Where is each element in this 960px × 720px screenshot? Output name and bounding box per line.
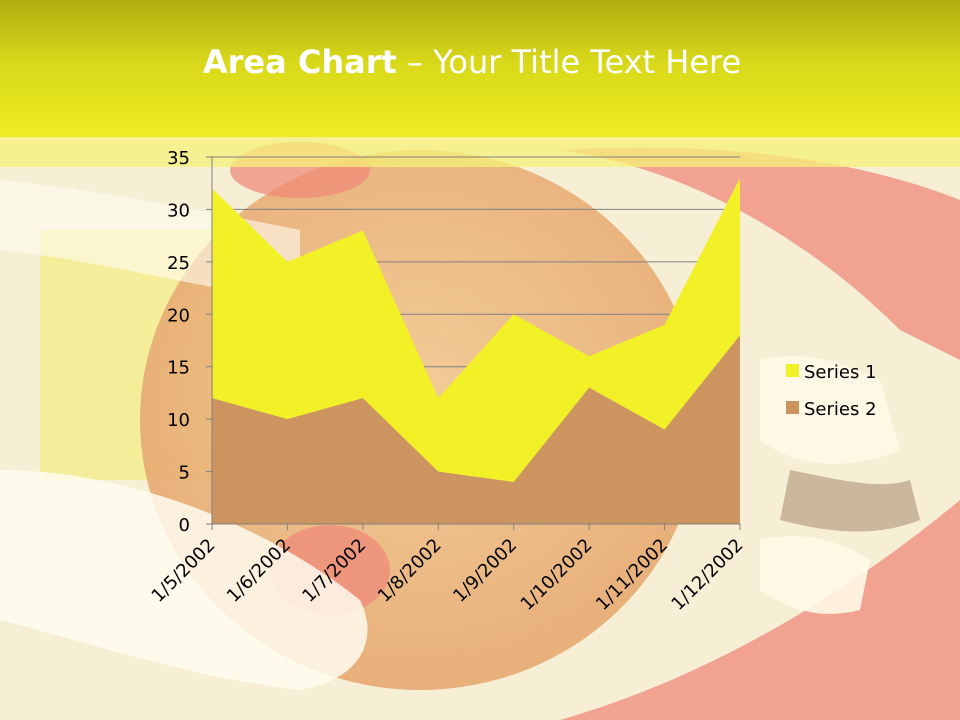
series-2-area — [212, 335, 740, 524]
x-tick-label: 1/7/2002 — [298, 535, 370, 607]
series-1-area — [212, 177, 740, 483]
y-tick-label: 25 — [167, 253, 190, 274]
x-tick-label: 1/11/2002 — [592, 535, 672, 615]
y-tick-label: 20 — [167, 305, 190, 326]
y-tick-label: 0 — [179, 515, 190, 536]
y-tick-label: 35 — [167, 148, 190, 169]
x-tick-label: 1/9/2002 — [449, 535, 521, 607]
slide-title-rest: – Your Title Text Here — [396, 43, 742, 81]
y-tick-label: 5 — [179, 463, 190, 484]
title-bar — [0, 0, 960, 137]
x-tick-label: 1/10/2002 — [517, 535, 597, 615]
x-tick-label: 1/8/2002 — [374, 535, 446, 607]
x-tick-label: 1/5/2002 — [148, 535, 220, 607]
legend-swatch-series-2 — [786, 401, 799, 414]
slide-title-bold: Area Chart — [202, 43, 397, 81]
legend-label-series-2: Series 2 — [804, 399, 877, 420]
legend-swatch-series-1 — [786, 364, 799, 377]
y-tick-label: 15 — [167, 358, 190, 379]
slide-title: Area Chart – Your Title Text Here — [0, 40, 944, 84]
title-bar-strip — [0, 137, 960, 167]
y-tick-label: 30 — [167, 200, 190, 221]
legend-label-series-1: Series 1 — [804, 362, 877, 383]
x-tick-label: 1/12/2002 — [667, 535, 747, 615]
x-tick-label: 1/6/2002 — [223, 535, 295, 607]
y-tick-label: 10 — [167, 410, 190, 431]
